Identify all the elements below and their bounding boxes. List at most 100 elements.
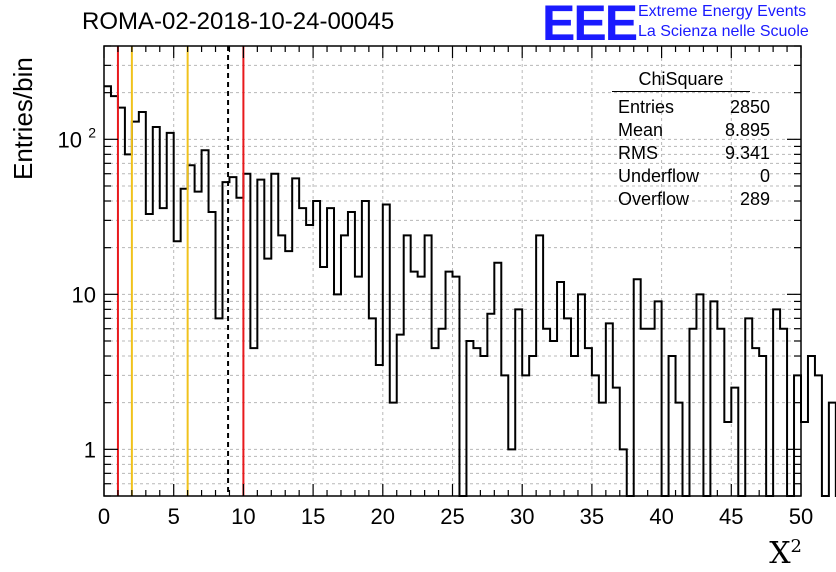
- x-tick-label: 20: [371, 504, 395, 529]
- histogram-bin: [216, 318, 223, 496]
- histogram-bin: [174, 241, 181, 496]
- x-axis-label-superscript: 2: [790, 536, 802, 557]
- histogram-bin: [571, 356, 578, 496]
- y-tick-label: 10: [72, 282, 96, 307]
- histogram-bin: [160, 208, 167, 496]
- stats-label: Overflow: [618, 189, 690, 209]
- x-tick-label: 5: [168, 504, 180, 529]
- stats-row-overflow: Overflow 289: [612, 188, 772, 211]
- histogram-bin: [724, 422, 731, 496]
- histogram-bin: [195, 192, 202, 496]
- histogram-bin: [209, 212, 216, 496]
- y-tick-label-exponent: 2: [88, 124, 96, 140]
- histogram-bin: [829, 403, 836, 496]
- x-tick-label: 0: [98, 504, 110, 529]
- stats-label: RMS: [618, 143, 658, 163]
- stats-row-mean: Mean 8.895: [612, 119, 772, 142]
- histogram-bin: [139, 112, 146, 496]
- histogram-bin: [564, 318, 571, 496]
- y-axis-label: Entries/bin: [8, 57, 38, 180]
- x-tick-label: 35: [580, 504, 604, 529]
- stats-value: 8.895: [724, 120, 770, 140]
- y-tick-label: 1: [84, 437, 96, 462]
- histogram-bin: [369, 318, 376, 496]
- histogram-bin: [125, 154, 132, 496]
- histogram-bin: [731, 388, 738, 496]
- y-tick-label: 10: [58, 127, 82, 152]
- x-tick-label: 30: [510, 504, 534, 529]
- chart-title: ROMA-02-2018-10-24-00045: [82, 8, 395, 35]
- x-tick-label: 45: [719, 504, 743, 529]
- histogram-bin: [362, 201, 369, 496]
- histogram-bin: [167, 133, 174, 496]
- histogram-bin: [299, 208, 306, 496]
- histogram-bin: [780, 329, 787, 496]
- histogram-bin: [146, 214, 153, 496]
- eee-logo: EEE: [542, 0, 638, 51]
- x-tick-label: 15: [301, 504, 325, 529]
- histogram-bin: [759, 356, 766, 496]
- histogram-bin: [550, 341, 557, 496]
- histogram-bin: [592, 375, 599, 496]
- histogram-bin: [439, 329, 446, 496]
- x-tick-label: 10: [231, 504, 255, 529]
- histogram-bin: [132, 122, 139, 496]
- histogram-bin: [306, 225, 313, 496]
- histogram-bin: [613, 388, 620, 496]
- logo-line-1: Extreme Energy Events: [638, 3, 807, 20]
- histogram-bin: [202, 150, 209, 496]
- stats-value: 0: [759, 166, 770, 186]
- histogram-bin: [313, 201, 320, 496]
- histogram-bin: [480, 356, 487, 496]
- histogram-bin: [104, 86, 111, 496]
- histogram-bin: [327, 208, 334, 496]
- x-axis-label: X2: [769, 536, 802, 571]
- histogram-bin: [689, 329, 696, 496]
- histogram-bin: [578, 294, 585, 496]
- histogram-bin: [466, 341, 473, 496]
- stats-title: ChiSquare: [612, 68, 750, 92]
- stats-row-rms: RMS 9.341: [612, 142, 772, 165]
- histogram-bin: [501, 375, 508, 496]
- histogram-bin: [229, 177, 236, 496]
- histogram-bin: [794, 375, 801, 496]
- histogram-bin: [529, 356, 536, 496]
- histogram-bin: [257, 180, 264, 496]
- stats-value: 9.341: [724, 143, 770, 163]
- histogram-bin: [334, 294, 341, 496]
- stats-label: Entries: [618, 97, 675, 117]
- histogram-bin: [808, 356, 815, 496]
- stats-row-underflow: Underflow 0: [612, 165, 772, 188]
- histogram-bin: [292, 178, 299, 496]
- histogram-bin: [648, 329, 655, 496]
- histogram-bin: [494, 263, 501, 496]
- histogram-bin: [655, 301, 662, 496]
- logo-line-2: La Scienza nelle Scuole: [638, 23, 809, 40]
- histogram-bin: [376, 365, 383, 496]
- histogram-bin: [397, 335, 404, 496]
- stats-row-entries: Entries 2850: [612, 96, 772, 119]
- histogram-bin: [188, 165, 195, 496]
- histogram-bin: [696, 294, 703, 496]
- histogram-bin: [543, 329, 550, 496]
- histogram-bin: [634, 279, 641, 496]
- x-tick-label: 25: [440, 504, 464, 529]
- x-axis-label-base: X: [769, 536, 791, 571]
- x-tick-label: 50: [789, 504, 813, 529]
- histogram-bin: [522, 375, 529, 496]
- histogram-bin: [606, 323, 613, 496]
- histogram-bin: [446, 272, 453, 496]
- histogram-bin: [383, 204, 390, 496]
- histogram-bin: [236, 198, 243, 496]
- histogram-bin: [285, 251, 292, 496]
- histogram-bin: [348, 212, 355, 496]
- stats-value: 289: [739, 189, 770, 209]
- stats-box: ChiSquare Entries 2850 Mean 8.895 RMS 9.341…: [612, 68, 772, 211]
- histogram-bin: [181, 189, 188, 496]
- histogram-bin: [111, 96, 118, 496]
- histogram-bin: [411, 272, 418, 496]
- histogram-bin: [801, 422, 808, 496]
- histogram-bin: [745, 318, 752, 496]
- x-tick-label: 40: [649, 504, 673, 529]
